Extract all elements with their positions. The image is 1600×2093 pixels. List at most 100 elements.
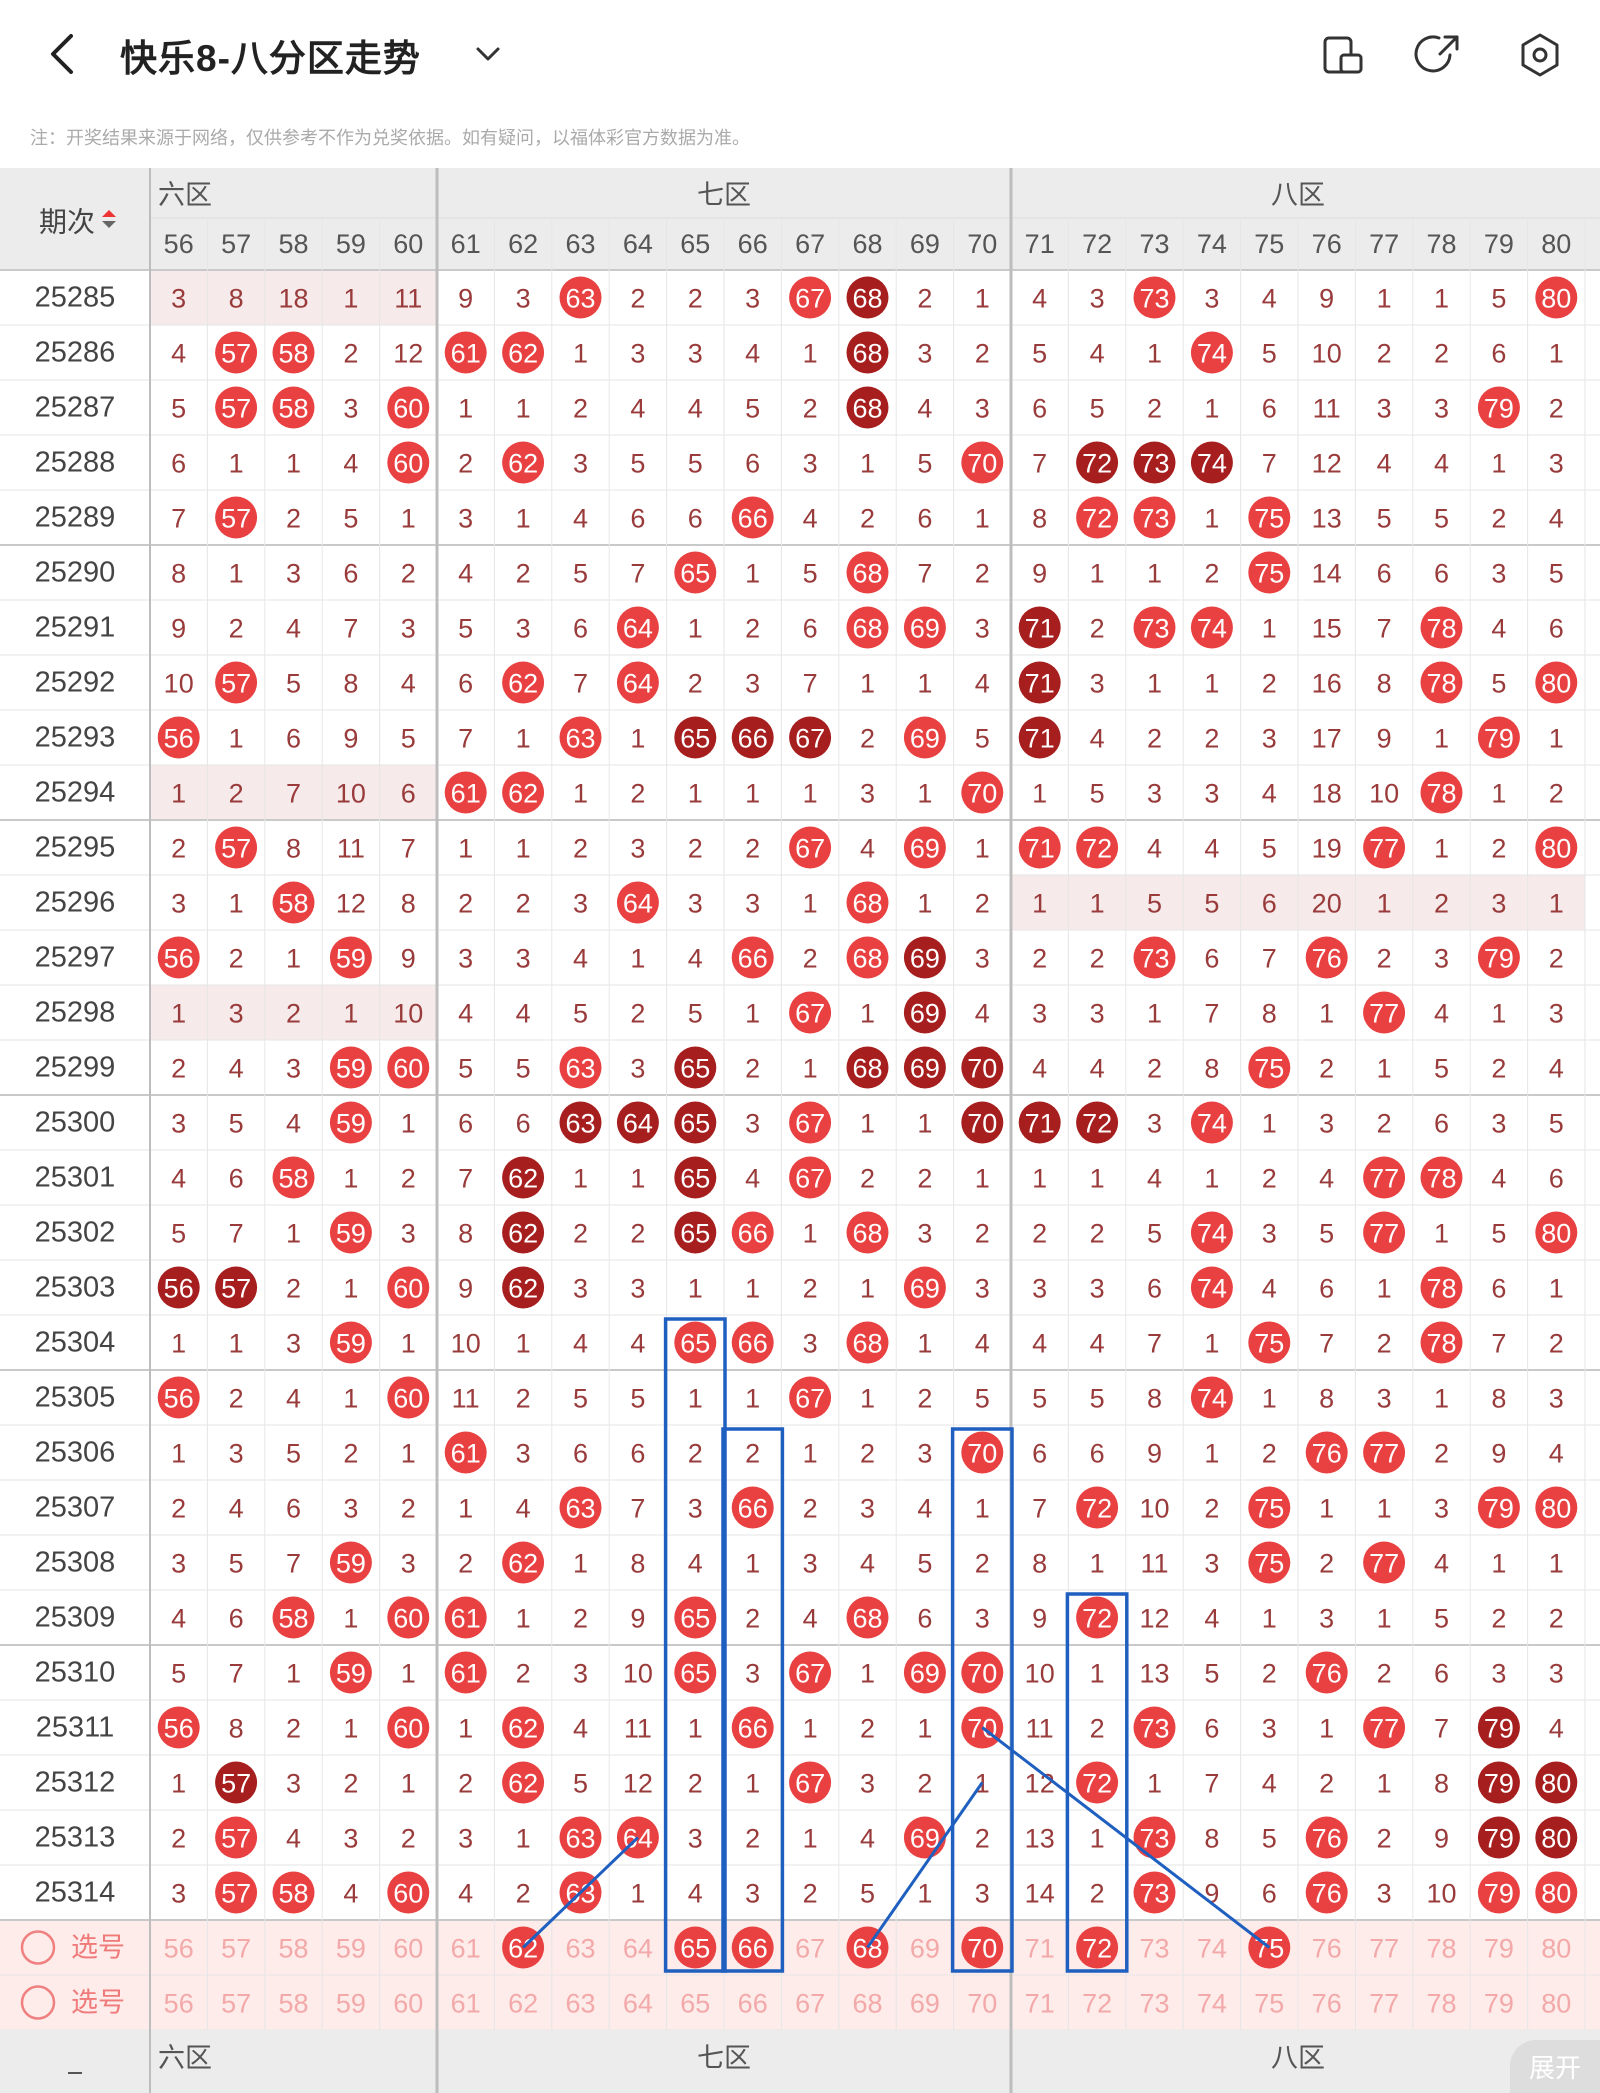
selectable-number[interactable]: 78	[1426, 1934, 1456, 1964]
miss-count: 4	[1549, 1054, 1564, 1084]
selectable-number[interactable]: 79	[1484, 1934, 1514, 1964]
selectable-number[interactable]: 61	[451, 1989, 481, 2019]
hit-ball	[215, 331, 258, 374]
select-label[interactable]: 选号	[71, 1933, 125, 1963]
hit-ball	[1248, 1486, 1291, 1529]
select-radio[interactable]	[20, 1930, 56, 1965]
miss-count: 1	[401, 1329, 416, 1359]
column-header-73: 73	[1139, 229, 1169, 259]
miss-count: 4	[1090, 1329, 1105, 1359]
selectable-number[interactable]: 69	[910, 1934, 940, 1964]
miss-count: 5	[1549, 559, 1564, 589]
hit-ball	[329, 1046, 372, 1089]
selectable-number[interactable]: 61	[451, 1934, 481, 1964]
picked-ball[interactable]	[1076, 1926, 1119, 1969]
sort-up-icon[interactable]	[102, 210, 116, 217]
miss-count: 2	[458, 449, 473, 479]
selectable-number[interactable]: 76	[1312, 1934, 1342, 1964]
selectable-number[interactable]: 71	[1025, 1934, 1055, 1964]
period-header[interactable]: 期次	[39, 207, 95, 238]
miss-count: 2	[917, 1384, 932, 1414]
back-button[interactable]	[40, 30, 84, 78]
miss-count: 8	[1434, 1769, 1449, 1799]
miss-count: 4	[803, 504, 818, 534]
selectable-number[interactable]: 73	[1139, 1934, 1169, 1964]
miss-count: 2	[1319, 1549, 1334, 1579]
select-radio[interactable]	[20, 1985, 56, 2020]
hit-number: 59	[336, 1659, 366, 1689]
selectable-number[interactable]: 80	[1541, 1934, 1571, 1964]
hit-ball	[674, 1101, 717, 1144]
picked-ball[interactable]	[961, 1926, 1004, 1969]
miss-count: 3	[1090, 669, 1105, 699]
selectable-number[interactable]: 64	[623, 1934, 653, 1964]
selectable-number[interactable]: 74	[1197, 1934, 1227, 1964]
miss-count: 14	[1025, 1879, 1055, 1909]
miss-count: 2	[1204, 724, 1219, 754]
selectable-number[interactable]: 63	[565, 1934, 595, 1964]
miss-count: 1	[1491, 449, 1506, 479]
selectable-number[interactable]: 58	[278, 1934, 308, 1964]
selectable-number[interactable]: 70	[967, 1989, 997, 2019]
selectable-number[interactable]: 63	[565, 1989, 595, 2019]
selectable-number[interactable]: 60	[393, 1934, 423, 1964]
selectable-number[interactable]: 73	[1139, 1989, 1169, 2019]
selectable-number[interactable]: 57	[221, 1934, 251, 1964]
miss-count: 5	[803, 559, 818, 589]
miss-count: 3	[229, 1439, 244, 1469]
selectable-number[interactable]: 67	[795, 1934, 825, 1964]
miss-count: 3	[458, 504, 473, 534]
hit-number: 69	[910, 1054, 940, 1084]
selectable-number[interactable]: 62	[508, 1989, 538, 2019]
selectable-number[interactable]: 67	[795, 1989, 825, 2019]
sort-down-icon[interactable]	[102, 221, 116, 228]
selectable-number[interactable]: 65	[680, 1989, 710, 2019]
share-button[interactable]	[1414, 30, 1464, 80]
settings-button[interactable]	[1515, 30, 1565, 80]
miss-count: 5	[1491, 669, 1506, 699]
miss-count: 4	[1549, 1714, 1564, 1744]
period-cell: 25299	[35, 1052, 116, 1084]
selectable-number[interactable]: 66	[738, 1989, 768, 2019]
hit-ball	[674, 1321, 717, 1364]
miss-count: 4	[975, 669, 990, 699]
selectable-number[interactable]: 71	[1025, 1989, 1055, 2019]
selectable-number[interactable]: 59	[336, 1989, 366, 2019]
miss-count: 4	[229, 1494, 244, 1524]
miss-count: 3	[803, 1329, 818, 1359]
selectable-number[interactable]: 68	[852, 1989, 882, 2019]
selectable-number[interactable]: 79	[1484, 1989, 1514, 2019]
miss-count: 5	[1204, 889, 1219, 919]
picked-ball[interactable]	[674, 1926, 717, 1969]
hit-ball	[444, 1431, 487, 1474]
miss-count: 1	[1549, 889, 1564, 919]
layout-toggle-button[interactable]	[1318, 30, 1368, 80]
picked-ball[interactable]	[731, 1926, 774, 1969]
selectable-number[interactable]: 78	[1426, 1989, 1456, 2019]
expand-button[interactable]: 展开	[1510, 2040, 1600, 2093]
miss-count: 3	[343, 1494, 358, 1524]
selectable-number[interactable]: 75	[1254, 1989, 1284, 2019]
selectable-number[interactable]: 76	[1312, 1989, 1342, 2019]
selectable-number[interactable]: 56	[164, 1989, 194, 2019]
selectable-number[interactable]: 74	[1197, 1989, 1227, 2019]
select-label[interactable]: 选号	[71, 1988, 125, 2018]
hit-number: 80	[1541, 1824, 1571, 1854]
selectable-number[interactable]: 64	[623, 1989, 653, 2019]
hit-number: 70	[967, 779, 997, 809]
selectable-number[interactable]: 69	[910, 1989, 940, 2019]
selectable-number[interactable]: 58	[278, 1989, 308, 2019]
selectable-number[interactable]: 60	[393, 1989, 423, 2019]
selectable-number[interactable]: 72	[1082, 1989, 1112, 2019]
selectable-number[interactable]: 59	[336, 1934, 366, 1964]
title-dropdown-button[interactable]	[470, 36, 506, 72]
selectable-number[interactable]: 77	[1369, 1989, 1399, 2019]
column-header-71: 71	[1025, 229, 1055, 259]
selectable-number[interactable]: 80	[1541, 1989, 1571, 2019]
selectable-number[interactable]: 57	[221, 1989, 251, 2019]
miss-count: 1	[745, 1274, 760, 1304]
selectable-number[interactable]: 77	[1369, 1934, 1399, 1964]
picked-number: 65	[680, 1934, 710, 1964]
selectable-number[interactable]: 56	[164, 1934, 194, 1964]
miss-count: 4	[171, 1604, 186, 1634]
